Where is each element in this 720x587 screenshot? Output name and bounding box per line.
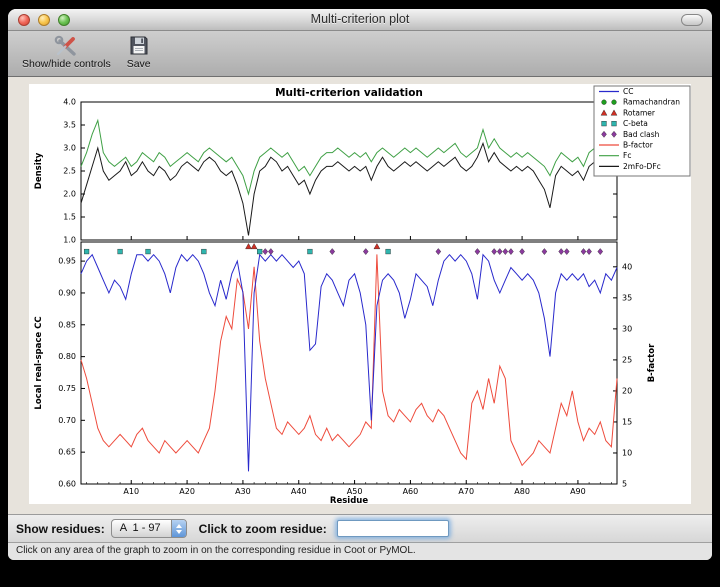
- controls-bar: Show residues: A 1 - 97 Click to zoom re…: [8, 514, 712, 542]
- svg-text:A40: A40: [291, 487, 307, 496]
- save-label: Save: [126, 58, 151, 70]
- svg-text:1.0: 1.0: [63, 236, 76, 245]
- svg-text:4.0: 4.0: [63, 98, 76, 107]
- svg-text:3.0: 3.0: [63, 144, 76, 153]
- svg-text:A80: A80: [514, 487, 530, 496]
- svg-text:CC: CC: [623, 87, 633, 96]
- svg-text:A70: A70: [458, 487, 474, 496]
- svg-text:0.95: 0.95: [58, 257, 76, 266]
- svg-text:30: 30: [622, 324, 632, 333]
- save-button[interactable]: Save: [121, 33, 157, 71]
- svg-text:A50: A50: [347, 487, 363, 496]
- popup-stepper-icon: [170, 520, 186, 537]
- zoom-residue-label: Click to zoom residue:: [198, 521, 327, 536]
- svg-text:B-factor: B-factor: [647, 343, 657, 382]
- svg-text:0.60: 0.60: [58, 480, 76, 489]
- svg-text:1.5: 1.5: [63, 213, 76, 222]
- svg-text:25: 25: [622, 355, 632, 364]
- toolbar-toggle-button[interactable]: [681, 14, 703, 26]
- show-hide-controls-label: Show/hide controls: [22, 58, 111, 70]
- svg-text:2.0: 2.0: [63, 190, 76, 199]
- svg-text:A90: A90: [570, 487, 586, 496]
- window: Multi-criterion plot Show/hide controls: [8, 9, 712, 560]
- status-text: Click on any area of the graph to zoom i…: [16, 545, 416, 556]
- svg-text:0.80: 0.80: [58, 352, 76, 361]
- svg-text:2mFo-DFc: 2mFo-DFc: [623, 162, 661, 171]
- svg-text:Bad clash: Bad clash: [623, 130, 660, 139]
- svg-text:20: 20: [622, 386, 632, 395]
- svg-text:3.5: 3.5: [63, 121, 76, 130]
- svg-text:40: 40: [622, 262, 632, 271]
- show-residues-value: A 1 - 97: [119, 522, 161, 534]
- show-residues-label: Show residues:: [16, 521, 105, 536]
- svg-text:Density: Density: [34, 152, 44, 189]
- svg-text:2.5: 2.5: [63, 167, 76, 176]
- show-hide-controls-button[interactable]: Show/hide controls: [16, 33, 117, 71]
- svg-text:Local real-space CC: Local real-space CC: [34, 316, 44, 409]
- window-controls: [18, 14, 70, 26]
- svg-text:Residue: Residue: [330, 496, 368, 504]
- svg-text:0.70: 0.70: [58, 416, 76, 425]
- svg-text:Ramachandran: Ramachandran: [623, 98, 680, 107]
- zoom-residue-input[interactable]: [336, 520, 449, 537]
- toolbar: Show/hide controls Save: [8, 31, 712, 77]
- svg-text:5: 5: [622, 480, 627, 489]
- save-icon: [130, 36, 148, 55]
- svg-text:10: 10: [622, 448, 632, 457]
- svg-text:A10: A10: [123, 487, 139, 496]
- svg-text:A20: A20: [179, 487, 195, 496]
- svg-text:A30: A30: [235, 487, 251, 496]
- zoom-window-button[interactable]: [58, 14, 70, 26]
- close-button[interactable]: [18, 14, 30, 26]
- svg-text:0.85: 0.85: [58, 320, 76, 329]
- minimize-button[interactable]: [38, 14, 50, 26]
- plot-area: Multi-criterion validation 1.0 1.5 2.0 2.5 3.…: [8, 77, 712, 514]
- svg-text:Fc: Fc: [623, 151, 631, 160]
- svg-text:0.65: 0.65: [58, 448, 76, 457]
- svg-text:Multi-criterion validation: Multi-criterion validation: [275, 87, 423, 99]
- status-bar: Click on any area of the graph to zoom i…: [8, 542, 712, 560]
- window-title: Multi-criterion plot: [310, 12, 410, 26]
- show-residues-select[interactable]: A 1 - 97: [110, 519, 187, 538]
- svg-text:0.75: 0.75: [58, 384, 76, 393]
- svg-text:0.90: 0.90: [58, 288, 76, 297]
- svg-text:Rotamer: Rotamer: [623, 108, 656, 117]
- svg-text:C-beta: C-beta: [623, 119, 648, 128]
- title-bar[interactable]: Multi-criterion plot: [8, 9, 712, 31]
- svg-text:A60: A60: [403, 487, 419, 496]
- figure: Multi-criterion validation 1.0 1.5 2.0 2.5 3.…: [29, 84, 691, 504]
- svg-text:B-factor: B-factor: [623, 141, 654, 150]
- svg-text:35: 35: [622, 293, 632, 302]
- multi-criterion-chart[interactable]: Multi-criterion validation 1.0 1.5 2.0 2.5 3.…: [29, 84, 691, 504]
- svg-text:15: 15: [622, 417, 632, 426]
- tools-icon: [55, 35, 77, 56]
